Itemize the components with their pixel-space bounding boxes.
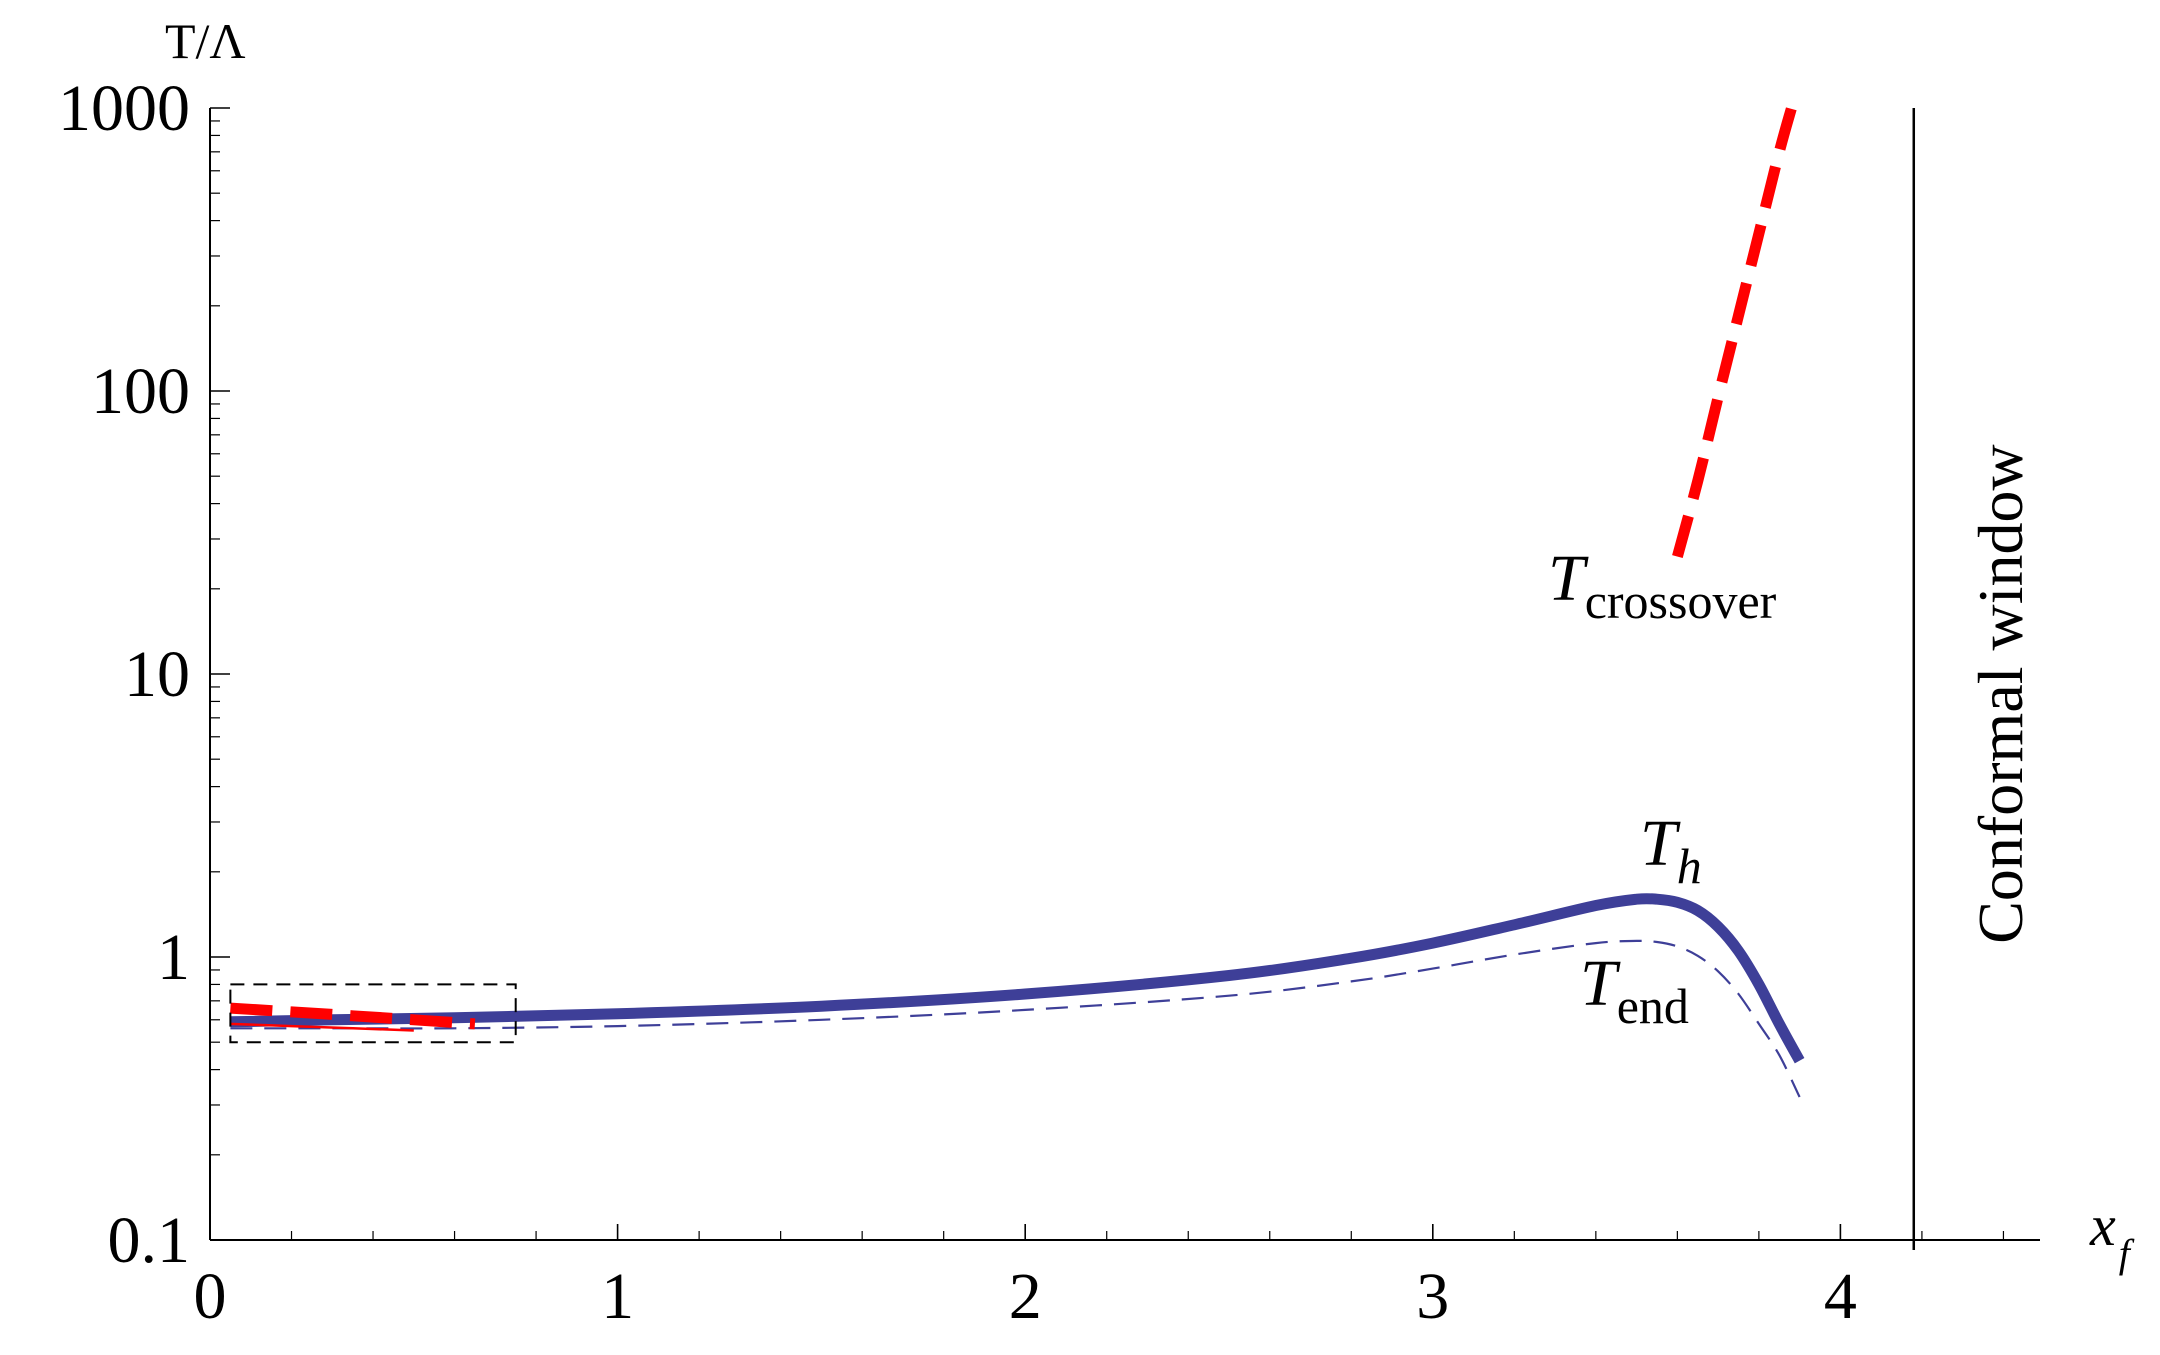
series-line-4: [230, 1022, 414, 1032]
label-T-crossover-sub: crossover: [1585, 573, 1777, 629]
conformal-window-label: Conformal window: [1965, 444, 2036, 944]
x-tick-label: 2: [1009, 1260, 1042, 1333]
x-tick-label: 3: [1416, 1260, 1449, 1333]
series-line-h: [230, 893, 1805, 1064]
y-tick-label: 0.1: [108, 1204, 191, 1277]
label-T-h: Th: [1640, 807, 1702, 894]
x-axis-label-sub: f: [2119, 1231, 2135, 1276]
label-T-h-sub: h: [1677, 838, 1702, 894]
series-line-crossover: [1672, 106, 1797, 559]
label-T-end-main: T: [1580, 947, 1621, 1020]
x-tick-label: 4: [1824, 1260, 1857, 1333]
y-tick-label: 1000: [58, 72, 190, 145]
y-tick-label: 10: [124, 638, 190, 711]
zoom-inset-box: [229, 983, 517, 1044]
x-tick-label: 1: [601, 1260, 634, 1333]
y-axis-label: T/Λ: [165, 13, 246, 69]
label-T-crossover: Tcrossover: [1548, 542, 1777, 629]
x-tick-label: 0: [194, 1260, 227, 1333]
series-line-end: [230, 939, 1801, 1098]
series-line-3: [230, 1002, 476, 1030]
y-tick-label: 1: [157, 921, 190, 994]
y-tick-label: 100: [91, 355, 190, 428]
series-layer: [230, 106, 1805, 1098]
x-axis-label: xf: [2089, 1193, 2135, 1276]
label-T-end: Tend: [1580, 947, 1689, 1034]
label-T-end-sub: end: [1617, 978, 1689, 1034]
label-T-h-main: T: [1640, 807, 1681, 880]
label-T-crossover-main: T: [1548, 542, 1589, 615]
